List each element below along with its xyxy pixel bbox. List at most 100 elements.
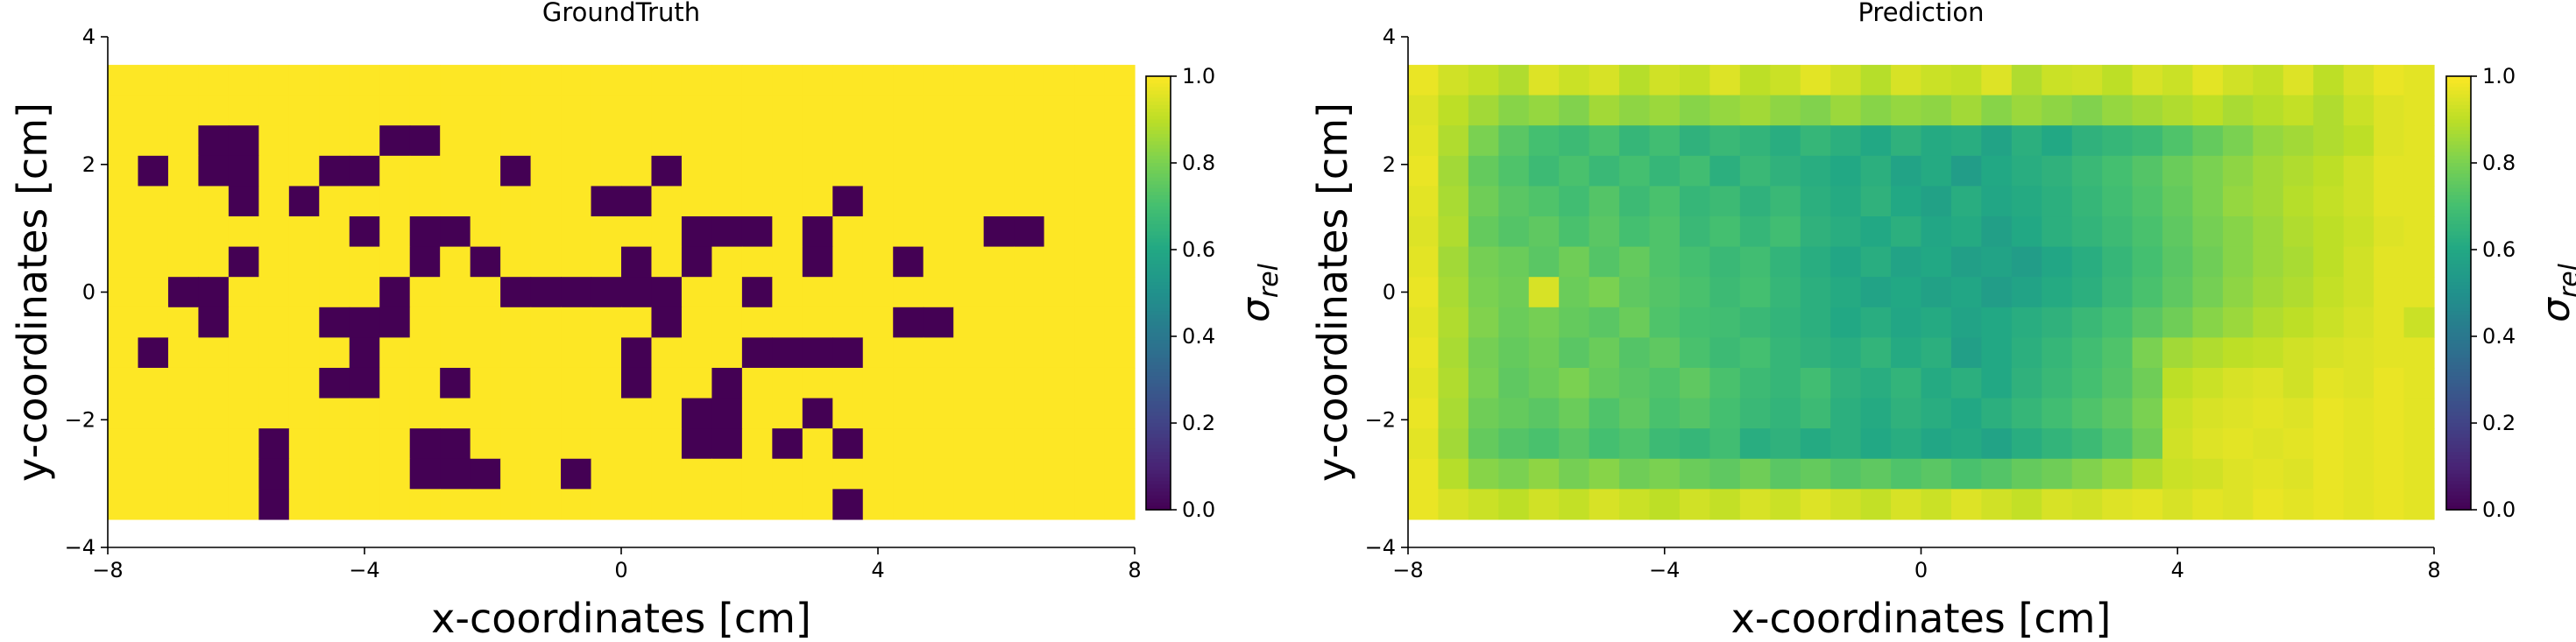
heatmap-cell	[1739, 155, 1771, 187]
heatmap-cell	[167, 367, 200, 399]
heatmap-cell	[2222, 458, 2254, 490]
heatmap-cell	[167, 277, 200, 308]
colorbar-gradient-segment	[1146, 328, 1171, 334]
heatmap-cell	[530, 307, 562, 338]
heatmap-cell	[198, 489, 230, 520]
heatmap-cell	[832, 428, 864, 460]
heatmap-cell	[167, 398, 200, 429]
heatmap-cell	[1074, 95, 1106, 126]
colorbar-gradient-segment	[2446, 369, 2471, 373]
heatmap-cell	[1649, 95, 1681, 126]
x-tick-label: 4	[871, 558, 884, 582]
heatmap-cell	[440, 428, 471, 460]
heatmap-cell	[2162, 367, 2194, 399]
heatmap-cell	[681, 367, 713, 399]
colorbar-gradient-segment	[1146, 209, 1171, 215]
heatmap-cell	[2374, 367, 2405, 399]
colorbar-gradient-segment	[1146, 80, 1171, 84]
colorbar-gradient-segment	[2446, 423, 2471, 427]
heatmap-cell	[2011, 458, 2042, 490]
heatmap-cell	[2011, 398, 2042, 429]
colorbar-gradient-segment	[1146, 498, 1171, 504]
heatmap-cell	[711, 398, 743, 429]
heatmap-cell	[893, 155, 924, 187]
colorbar-gradient-segment	[2446, 80, 2471, 84]
heatmap-cell	[983, 216, 1015, 248]
heatmap-cell	[500, 155, 532, 187]
heatmap-cell	[1408, 458, 1440, 490]
heatmap-cell	[440, 95, 471, 126]
heatmap-cell	[440, 246, 471, 278]
colorbar-gradient-segment	[1146, 423, 1171, 427]
heatmap-cell	[228, 307, 259, 338]
heatmap-cell	[561, 216, 592, 248]
heatmap-cell	[651, 489, 683, 520]
heatmap-cell	[2102, 65, 2134, 96]
heatmap-cell	[983, 65, 1015, 96]
heatmap-cell	[2132, 489, 2163, 520]
heatmap-cell	[167, 246, 200, 278]
heatmap-cell	[198, 428, 230, 460]
colorbar-gradient-segment	[1146, 213, 1171, 218]
colorbar-gradient-segment	[1146, 264, 1171, 269]
colorbar-label: σrel	[1234, 263, 1284, 322]
colorbar-gradient-segment	[2446, 83, 2471, 88]
heatmap-cell	[1044, 216, 1075, 248]
heatmap-cell	[1950, 367, 1982, 399]
heatmap-cell	[1559, 125, 1590, 157]
heatmap-cell	[530, 428, 562, 460]
heatmap-cell	[893, 95, 924, 126]
heatmap-cell	[1559, 246, 1590, 278]
x-tick-label: −4	[1649, 558, 1680, 582]
heatmap-cell	[228, 155, 259, 187]
colorbar-gradient-segment	[2446, 187, 2471, 193]
colorbar-gradient-segment	[1146, 347, 1171, 352]
heatmap-cell	[2313, 458, 2345, 490]
heatmap-cell	[319, 458, 350, 490]
heatmap-cell	[108, 307, 139, 338]
heatmap-cell	[953, 398, 985, 429]
colorbar-gradient-segment	[2446, 264, 2471, 269]
heatmap-cell	[1770, 246, 1801, 278]
heatmap-cell	[2071, 337, 2103, 369]
heatmap-cell	[2132, 65, 2163, 96]
heatmap-cell	[561, 489, 592, 520]
heatmap-cell	[772, 186, 803, 217]
heatmap-cell	[319, 277, 350, 308]
heatmap-cell	[198, 125, 230, 157]
heatmap-cell	[1891, 277, 1922, 308]
heatmap-cell	[651, 125, 683, 157]
y-tick-label: −2	[1365, 407, 1396, 432]
colorbar-gradient-segment	[1146, 340, 1171, 344]
colorbar-gradient-segment	[1146, 163, 1171, 167]
heatmap-cell	[1589, 398, 1620, 429]
heatmap-cell	[1950, 489, 1982, 520]
colorbar-gradient-segment	[2446, 199, 2471, 203]
colorbar-label-subscript: rel	[1254, 263, 1284, 298]
heatmap-cell	[138, 95, 169, 126]
colorbar-gradient-segment	[2446, 347, 2471, 352]
heatmap-cell	[1074, 398, 1106, 429]
heatmap-cell	[1770, 337, 1801, 369]
heatmap-cell	[1559, 489, 1590, 520]
heatmap-cell	[893, 65, 924, 96]
heatmap-cell	[108, 95, 139, 126]
colorbar-gradient-segment	[2446, 473, 2471, 478]
colorbar-gradient-segment	[2446, 76, 2471, 81]
heatmap-cell	[2222, 428, 2254, 460]
heatmap-cell	[409, 186, 441, 217]
heatmap-cell	[2343, 428, 2374, 460]
heatmap-cell	[1438, 65, 1469, 96]
heatmap-cell	[1559, 307, 1590, 338]
colorbar-gradient-segment	[1146, 170, 1171, 174]
colorbar-gradient-segment	[1146, 390, 1171, 395]
heatmap-cell	[288, 65, 320, 96]
colorbar-gradient-segment	[1146, 303, 1171, 308]
heatmap-cell	[711, 277, 743, 308]
heatmap-cell	[1408, 95, 1440, 126]
heatmap-cell	[1014, 95, 1045, 126]
heatmap-cell	[953, 125, 985, 157]
heatmap-cell	[2403, 95, 2435, 126]
heatmap-cell	[1468, 307, 1499, 338]
